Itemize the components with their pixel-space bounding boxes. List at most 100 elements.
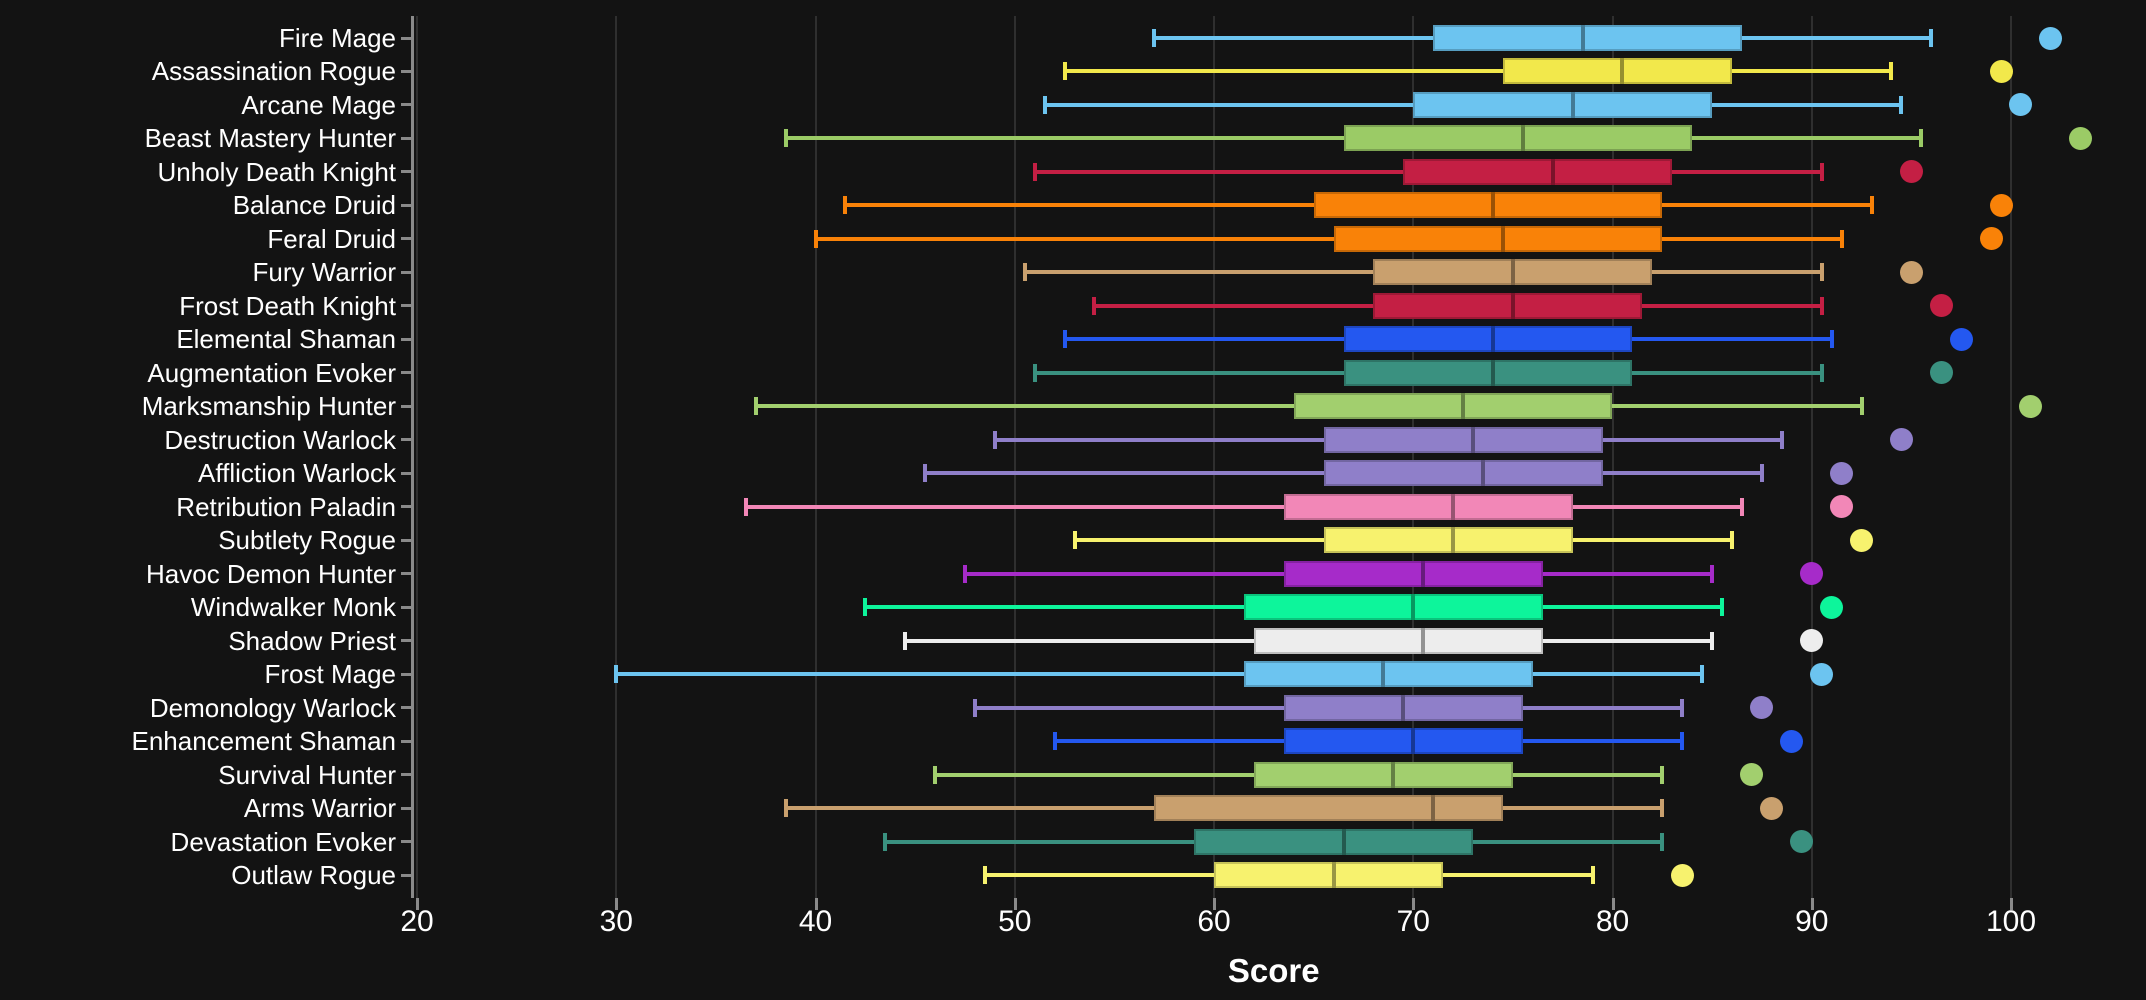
y-axis-tick xyxy=(401,639,411,643)
category-label: Enhancement Shaman xyxy=(131,726,396,757)
whisker-cap-low xyxy=(992,430,997,449)
whisker-cap-high xyxy=(1660,765,1665,784)
category-label: Survival Hunter xyxy=(218,759,396,790)
x-tick-label: 30 xyxy=(599,905,633,938)
y-axis-tick xyxy=(401,371,411,375)
gridline xyxy=(416,16,418,898)
x-tick-label: 50 xyxy=(998,905,1032,938)
x-tick-label: 70 xyxy=(1396,905,1430,938)
x-axis-tick xyxy=(1810,898,1814,910)
x-tick-label: 80 xyxy=(1595,905,1630,938)
whisker-cap-low xyxy=(813,229,818,248)
whisker-line xyxy=(1064,69,1892,74)
outlier-dot xyxy=(1820,595,1844,619)
box xyxy=(1253,761,1513,788)
y-axis-tick xyxy=(401,538,411,542)
y-axis-tick xyxy=(401,505,411,509)
y-axis-tick xyxy=(401,773,411,777)
y-axis-tick xyxy=(401,438,411,442)
whisker-cap-low xyxy=(743,497,748,516)
median-line xyxy=(1421,560,1426,587)
median-line xyxy=(1580,25,1585,51)
median-line xyxy=(1490,359,1495,386)
median-line xyxy=(1490,326,1495,353)
outlier-dot xyxy=(1790,830,1814,854)
outlier-dot xyxy=(1830,461,1854,485)
whisker-cap-low xyxy=(1092,296,1097,315)
whisker-cap-low xyxy=(843,196,848,215)
y-axis-tick xyxy=(401,170,411,174)
outlier-dot xyxy=(1800,562,1824,586)
category-label: Marksmanship Hunter xyxy=(141,391,396,422)
whisker-cap-low xyxy=(903,631,908,650)
whisker-cap-high xyxy=(1819,363,1824,382)
whisker-cap-high xyxy=(1929,29,1934,47)
x-tick-label: 100 xyxy=(1985,905,2037,938)
y-axis-tick xyxy=(401,572,411,576)
category-label: Augmentation Evoker xyxy=(147,357,396,388)
whisker-cap-low xyxy=(1062,62,1067,81)
box xyxy=(1313,192,1663,219)
whisker-cap-low xyxy=(1032,363,1037,382)
x-tick-label: 90 xyxy=(1795,905,1829,938)
y-axis-tick xyxy=(401,337,411,341)
whisker-cap-high xyxy=(1740,497,1744,516)
y-axis-tick xyxy=(401,36,411,40)
x-axis-tick xyxy=(1013,898,1017,910)
y-axis-tick xyxy=(401,203,411,207)
median-line xyxy=(1520,125,1525,152)
category-label: Balance Druid xyxy=(232,190,396,221)
outlier-dot xyxy=(1889,428,1913,452)
median-line xyxy=(1411,594,1416,621)
median-line xyxy=(1550,158,1555,185)
gridline xyxy=(615,16,618,898)
outlier-dot xyxy=(1850,528,1874,552)
outlier-dot xyxy=(1670,863,1694,887)
whisker-cap-high xyxy=(1779,430,1784,449)
y-axis-tick xyxy=(401,672,411,676)
y-axis-tick xyxy=(401,103,411,107)
box xyxy=(1214,862,1444,888)
median-line xyxy=(1411,728,1416,755)
outlier-dot xyxy=(1989,193,2013,217)
whisker-cap-high xyxy=(1590,866,1595,884)
outlier-dot xyxy=(2019,394,2043,418)
whisker-cap-low xyxy=(1152,29,1157,47)
whisker-cap-low xyxy=(783,129,788,148)
median-line xyxy=(1431,795,1436,822)
x-axis-tick xyxy=(814,898,818,910)
outlier-dot xyxy=(1810,662,1834,686)
whisker-cap-high xyxy=(1720,598,1725,617)
median-line xyxy=(1401,694,1406,721)
median-line xyxy=(1391,761,1396,788)
y-axis-tick xyxy=(401,739,411,743)
whisker-cap-low xyxy=(783,799,788,818)
whisker-cap-low xyxy=(923,464,928,483)
outlier-dot xyxy=(1929,361,1953,385)
category-label: Frost Mage xyxy=(264,659,397,690)
whisker-cap-high xyxy=(1819,263,1824,282)
box xyxy=(1293,393,1613,420)
category-label: Unholy Death Knight xyxy=(157,156,396,187)
category-label: Havoc Demon Hunter xyxy=(146,558,396,589)
y-axis-tick xyxy=(401,706,411,710)
y-axis-tick xyxy=(401,806,411,810)
outlier-dot xyxy=(1780,729,1804,753)
outlier-dot xyxy=(1989,59,2013,83)
median-line xyxy=(1341,828,1346,855)
category-label: Elemental Shaman xyxy=(176,324,396,355)
box xyxy=(1243,661,1533,688)
category-label: Frost Death Knight xyxy=(179,290,396,321)
box xyxy=(1323,460,1603,487)
gridline xyxy=(814,16,817,898)
whisker-cap-high xyxy=(1710,631,1715,650)
category-label: Assassination Rogue xyxy=(151,56,396,87)
box xyxy=(1323,527,1573,554)
x-axis-tick xyxy=(1213,898,1216,910)
median-line xyxy=(1471,426,1476,453)
box xyxy=(1413,91,1713,118)
y-axis-tick xyxy=(401,237,411,241)
outlier-dot xyxy=(2009,93,2033,117)
median-line xyxy=(1381,661,1386,688)
whisker-cap-low xyxy=(1052,732,1057,751)
